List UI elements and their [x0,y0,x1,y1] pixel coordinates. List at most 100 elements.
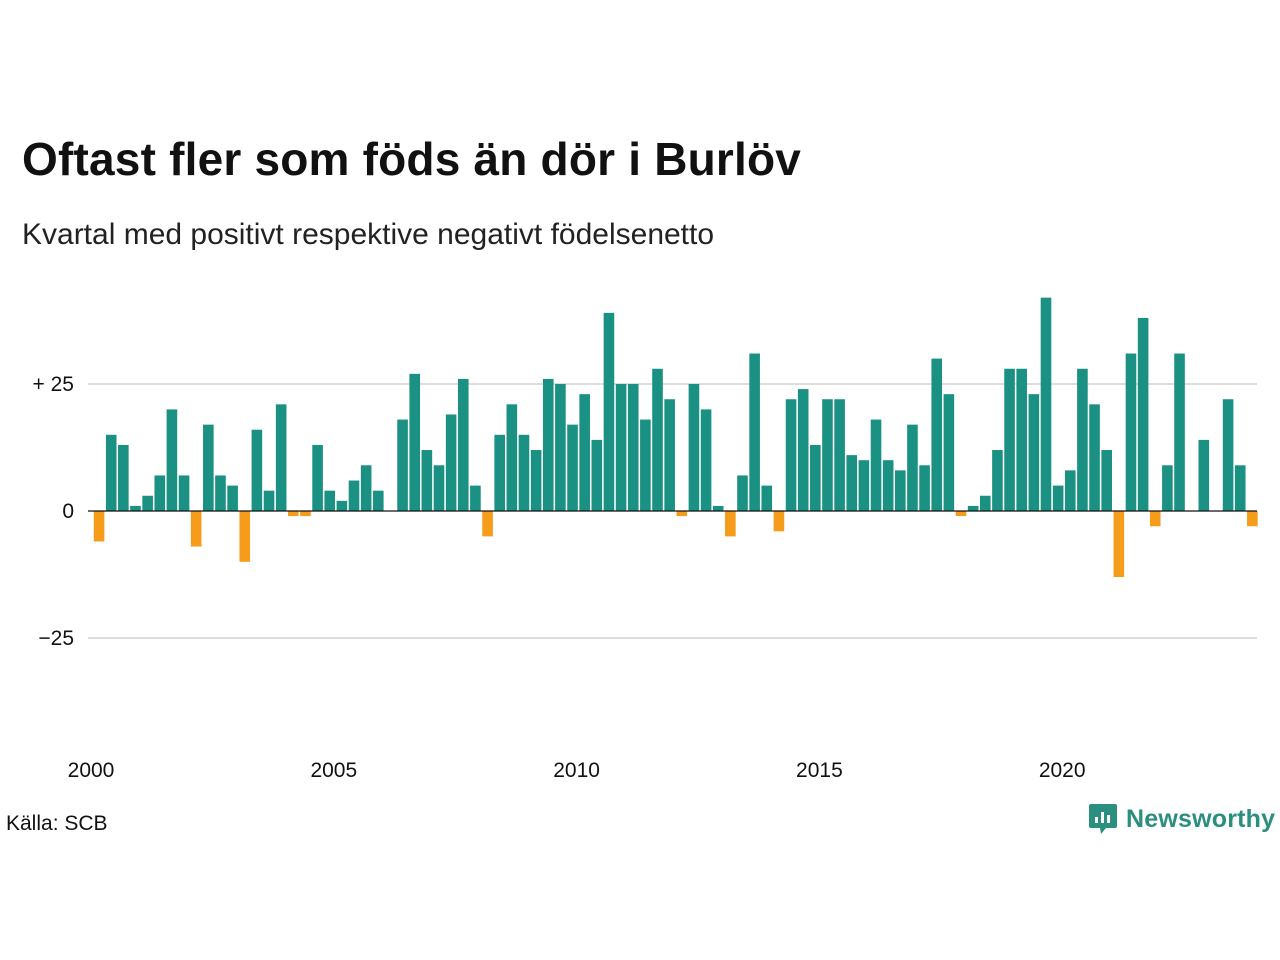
bar [603,312,615,511]
bar [640,419,651,511]
bar [615,384,627,511]
bar [263,490,275,511]
bar [652,368,663,511]
bar [907,424,918,511]
bar [919,465,930,511]
bar [154,475,166,511]
chart-subtitle: Kvartal med positivt respektive negativt… [22,218,715,251]
bar [93,511,105,542]
bar [421,450,433,511]
bar [579,394,590,511]
bar [360,465,372,511]
bar [1125,353,1137,511]
bar [555,384,566,511]
bar [676,511,688,517]
bar [1077,368,1088,511]
bar [203,424,214,511]
source-note: Källa: SCB [6,812,108,835]
x-tick-label: 2015 [796,759,843,782]
bar [700,409,712,511]
bar [797,389,809,511]
newsworthy-logo-icon [1089,804,1117,834]
bar [1004,368,1015,511]
bar [688,384,700,511]
y-tick-label: 0 [62,500,74,523]
bar [275,404,287,511]
bar [482,511,493,537]
newsworthy-logo: Newsworthy [1088,802,1275,836]
bar [567,424,578,511]
bar [1028,394,1040,511]
bar [1247,511,1258,527]
bar [324,490,336,511]
bar [725,511,736,537]
bar [190,511,202,547]
bar [130,505,141,511]
bar [882,460,894,511]
bar [992,450,1003,511]
bar [494,434,505,511]
bar [288,511,299,517]
bar [433,465,445,511]
bar [737,475,748,511]
bar [178,475,190,511]
bar [810,444,821,511]
bar [773,511,785,532]
bar [1064,470,1076,511]
bar [1113,511,1125,578]
bar [506,404,518,511]
bar [542,378,554,511]
bar [300,511,311,517]
bar [858,460,870,511]
x-tick-label: 2020 [1039,759,1086,782]
bar [591,439,603,511]
bar [457,378,469,511]
bar [1052,485,1064,511]
bar [749,353,760,511]
bar [846,455,858,511]
bar [142,495,153,511]
bar [1089,404,1100,511]
bar [1198,439,1210,511]
bar [785,399,797,511]
bar [1234,465,1246,511]
x-tick-label: 2005 [310,759,357,782]
bar [1101,450,1112,511]
bar [445,414,457,511]
bar-chart: + 25 0 −25 2000 2005 2010 2015 2020 [33,297,1258,782]
bar [761,485,773,511]
bar [166,409,178,511]
bar [372,490,384,511]
bar [1040,297,1052,511]
bar [1137,317,1149,511]
bar [712,505,724,511]
bar [979,495,991,511]
bar [105,434,117,511]
bar [955,511,967,517]
bar [895,470,906,511]
x-tick-label: 2000 [68,759,115,782]
bar [943,394,955,511]
bar [239,511,251,562]
y-tick-label: −25 [38,627,74,650]
bar [1222,399,1234,511]
bar [409,373,421,511]
chart-title: Oftast fler som föds än dör i Burlöv [22,133,802,185]
bar [870,419,882,511]
bar [822,399,833,511]
bar [118,444,129,511]
y-tick-label: + 25 [33,373,74,396]
x-tick-label: 2010 [553,759,600,782]
bar [336,500,348,511]
bar [215,475,226,511]
bar [348,480,360,511]
bar [627,384,639,511]
bar [530,450,542,511]
bar [664,399,675,511]
bar [470,485,481,511]
bar [931,358,943,511]
bar [397,419,408,511]
bar [1016,368,1028,511]
bar [312,444,323,511]
bar [1149,511,1161,527]
